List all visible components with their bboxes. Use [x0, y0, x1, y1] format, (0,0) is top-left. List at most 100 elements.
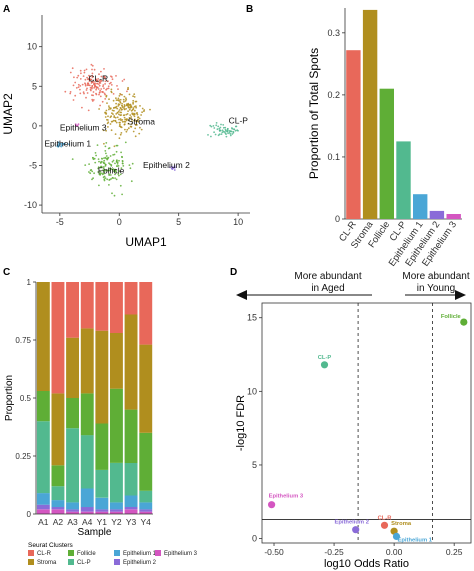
umap-point — [91, 74, 94, 77]
stack-segment-stroma — [36, 282, 50, 391]
umap-point — [79, 92, 82, 95]
umap-point — [79, 85, 82, 87]
umap-point — [131, 120, 133, 123]
umap-point — [101, 172, 103, 175]
umap-point — [120, 167, 123, 170]
umap-point — [122, 98, 125, 101]
umap-point — [71, 67, 74, 70]
umap-point — [138, 117, 141, 120]
umap-point — [218, 127, 221, 130]
volcano-point-epithelium-1 — [392, 532, 401, 541]
volcano-point-label: CL-P — [318, 355, 332, 361]
panel-letter-d: D — [230, 267, 237, 278]
stack-segment-epithelium-2 — [80, 507, 94, 512]
umap-point — [169, 166, 171, 169]
aged-arrowhead — [236, 290, 247, 300]
umap-point — [171, 168, 174, 171]
umap-point — [103, 157, 105, 160]
umap-point — [127, 106, 130, 109]
stack-segment-stroma — [66, 337, 79, 398]
umap-point — [130, 180, 133, 183]
stack-segment-stroma — [80, 328, 94, 394]
umap-point — [130, 118, 133, 121]
stack-segment-stroma — [139, 344, 153, 433]
umap-point — [117, 103, 120, 106]
stack-segment-epithelium-2 — [51, 507, 65, 510]
umap-point — [131, 112, 134, 115]
umap-point — [115, 121, 118, 124]
umap-point — [81, 106, 83, 109]
umap-point — [121, 160, 124, 162]
stack-x-tick-label: A2 — [53, 517, 64, 527]
umap-point — [103, 92, 106, 95]
stack-segment-epithelium-1 — [124, 495, 138, 507]
umap-point — [93, 172, 95, 175]
umap-cluster-label: Follicle — [98, 165, 125, 175]
umap-point — [125, 107, 127, 110]
umap-point — [102, 176, 105, 179]
umap-point — [83, 71, 86, 74]
umap-point — [121, 108, 123, 111]
umap-point — [137, 120, 140, 123]
umap-point — [106, 122, 109, 125]
stack-segment-stroma — [110, 333, 123, 389]
umap-point — [130, 123, 133, 125]
volcano-y-tick-label: 5 — [252, 460, 257, 470]
panel-letter-c: C — [3, 267, 10, 278]
stack-segment-stroma — [124, 314, 138, 410]
umap-cluster-label: CL-P — [229, 116, 249, 126]
umap-point — [103, 179, 106, 182]
umap-point — [135, 105, 137, 107]
umap-point — [99, 89, 102, 92]
umap-point — [98, 108, 100, 110]
umap-point — [123, 95, 126, 98]
umap-point — [110, 120, 113, 123]
umap-point — [114, 177, 116, 180]
umap-point — [217, 134, 220, 137]
umap-point — [231, 127, 234, 130]
umap-point — [124, 128, 126, 131]
stack-segment-cl-r — [124, 282, 138, 315]
stack-segment-follicle — [80, 393, 94, 436]
umap-point — [121, 156, 123, 159]
umap-point — [100, 75, 103, 78]
umap-point — [89, 169, 92, 172]
umap-point — [112, 93, 115, 95]
umap-point — [112, 99, 115, 102]
stack-x-axis-title: Sample — [78, 527, 112, 538]
volcano-point-follicle — [460, 318, 468, 326]
umap-point — [122, 165, 125, 167]
umap-point — [127, 122, 130, 125]
stack-segment-epithelium-2 — [95, 509, 109, 512]
umap-point — [92, 99, 95, 101]
umap-point — [110, 115, 113, 118]
umap-point — [97, 88, 100, 90]
umap-point — [95, 92, 97, 95]
umap-point — [218, 129, 221, 132]
umap-point — [231, 133, 234, 135]
umap-point — [216, 128, 219, 131]
umap-point — [225, 135, 228, 138]
umap-point — [121, 119, 124, 121]
umap-point — [121, 93, 123, 96]
umap-point — [127, 110, 129, 112]
umap-point — [111, 192, 113, 195]
umap-point — [227, 132, 230, 135]
umap-x-tick-label: 10 — [233, 217, 243, 227]
bar-y-tick-label: 0.2 — [327, 90, 340, 100]
umap-point — [123, 116, 126, 119]
umap-point — [91, 76, 94, 79]
stack-x-tick-label: Y3 — [126, 517, 137, 527]
legend-swatch — [114, 559, 120, 565]
umap-point — [105, 129, 107, 132]
umap-point — [114, 116, 117, 119]
umap-point — [111, 160, 114, 163]
umap-point — [125, 97, 127, 100]
umap-point — [74, 94, 77, 97]
umap-point — [102, 169, 104, 172]
umap-point — [57, 141, 60, 144]
umap-point — [118, 159, 120, 162]
umap-point — [88, 80, 91, 82]
umap-point — [102, 129, 105, 132]
stack-segment-cl-r — [51, 282, 65, 394]
